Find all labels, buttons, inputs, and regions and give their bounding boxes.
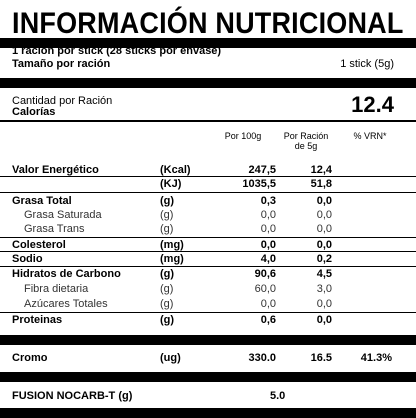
amount-per-serving-label: Cantidad por Ración <box>12 95 113 107</box>
column-header-per-serving-line1: Por Ración <box>283 131 329 141</box>
nutrient-row: Valor Energético (Kcal) 247,5 12,4 <box>0 164 416 179</box>
nutrient-row: Sodio (mg) 4,0 0,2 <box>0 253 416 268</box>
column-header-vrn: % VRN* <box>353 131 387 141</box>
nutrient-per-serving: 0,0 <box>316 314 332 326</box>
nutrient-row: Hidratos de Carbono (g) 90,6 4,5 <box>0 268 416 283</box>
cromo-name: Cromo <box>12 352 48 364</box>
nutrient-unit: (Kcal) <box>160 164 191 176</box>
nutrient-per100: 1035,5 <box>242 178 276 190</box>
nutrient-per-serving: 0,0 <box>316 239 332 251</box>
nutrient-per100: 0,3 <box>260 195 276 207</box>
nutrient-unit: (g) <box>160 283 174 295</box>
cromo-vrn: 41.3% <box>360 352 392 364</box>
row-divider <box>0 312 416 313</box>
nutrient-per100: 0,0 <box>260 223 276 235</box>
nutrient-per-serving: 0,0 <box>316 223 332 235</box>
row-divider <box>0 176 416 177</box>
nutrient-per100: 0,0 <box>260 239 276 251</box>
nutrient-row: Grasa Trans (g) 0,0 0,0 <box>0 223 416 238</box>
nutrient-unit: (KJ) <box>160 178 182 190</box>
nutrient-per100: 247,5 <box>248 164 276 176</box>
cromo-unit: (ug) <box>160 352 181 364</box>
nutrient-unit: (g) <box>160 223 174 235</box>
nutrient-per100: 0,0 <box>260 298 276 310</box>
fusion-name: FUSION NOCARB-T (g) <box>12 390 133 402</box>
nutrient-per100: 90,6 <box>254 268 276 280</box>
nutrient-name: Azúcares Totales <box>24 298 108 310</box>
nutrient-unit: (g) <box>160 298 174 310</box>
servings-per-container: 1 ración por stick (28 sticks por envase… <box>12 45 222 57</box>
nutrient-row: Fibra dietaria (g) 60,0 3,0 <box>0 283 416 298</box>
nutrient-row: (KJ) 1035,5 51,8 <box>0 178 416 193</box>
nutrient-name: Hidratos de Carbono <box>12 268 121 280</box>
nutrient-row: Proteinas (g) 0,6 0,0 <box>0 314 416 329</box>
calories-value: 12.4 <box>351 92 394 117</box>
nutrient-row: Grasa Total (g) 0,3 0,0 <box>0 195 416 210</box>
nutrient-unit: (mg) <box>160 253 184 265</box>
nutrient-name: Grasa Total <box>12 195 72 207</box>
nutrient-name: Valor Energético <box>12 164 99 176</box>
nutrient-unit: (g) <box>160 195 175 207</box>
row-divider <box>0 251 416 252</box>
nutrient-per-serving: 0,0 <box>316 195 332 207</box>
column-header-per-serving-line2: de 5g <box>294 141 318 151</box>
label-title: INFORMACIÓN NUTRICIONAL <box>12 7 404 40</box>
nutrient-per-serving: 12,4 <box>310 164 332 176</box>
fusion-value: 5.0 <box>270 390 286 402</box>
nutrient-per100: 0,6 <box>260 314 276 326</box>
nutrient-per-serving: 0,0 <box>316 298 332 310</box>
divider-thick <box>0 335 416 345</box>
nutrient-per100: 0,0 <box>260 209 276 221</box>
divider-thick <box>0 38 416 48</box>
cromo-per-serving: 16.5 <box>310 352 332 364</box>
nutrient-per-serving: 0,2 <box>316 253 332 265</box>
nutrient-per100: 4,0 <box>260 253 276 265</box>
nutrient-row: Colesterol (mg) 0,0 0,0 <box>0 239 416 254</box>
divider-thick <box>0 78 416 88</box>
column-header-per-serving: Por Ración de 5g <box>278 131 334 151</box>
serving-size-value: 1 stick (5g) <box>340 58 394 70</box>
row-divider <box>0 266 416 267</box>
nutrient-row: Azúcares Totales (g) 0,0 0,0 <box>0 298 416 313</box>
divider-thick <box>0 408 416 418</box>
nutrient-name: Grasa Trans <box>24 223 85 235</box>
nutrient-per-serving: 3,0 <box>316 283 332 295</box>
nutrient-per-serving: 51,8 <box>310 178 332 190</box>
nutrient-name: Colesterol <box>12 239 66 251</box>
nutrient-unit: (g) <box>160 268 175 280</box>
divider <box>0 120 416 122</box>
cromo-per100: 330.0 <box>248 352 276 364</box>
nutrient-per-serving: 0,0 <box>316 209 332 221</box>
nutrient-unit: (g) <box>160 314 175 326</box>
row-divider <box>0 237 416 238</box>
calories-label: Calorías <box>12 106 56 118</box>
nutrient-row: Grasa Saturada (g) 0,0 0,0 <box>0 209 416 224</box>
nutrient-per100: 60,0 <box>254 283 276 295</box>
row-divider <box>0 192 416 193</box>
serving-size-label: Tamaño por ración <box>12 58 111 70</box>
nutrient-name: Grasa Saturada <box>24 209 102 221</box>
nutrient-name: Proteinas <box>12 314 63 326</box>
column-header-per100: Por 100g <box>224 131 262 141</box>
divider-thick <box>0 372 416 382</box>
nutrient-name: Sodio <box>12 253 43 265</box>
nutrient-unit: (mg) <box>160 239 184 251</box>
nutrient-per-serving: 4,5 <box>316 268 332 280</box>
nutrient-name: Fibra dietaria <box>24 283 89 295</box>
nutrient-unit: (g) <box>160 209 174 221</box>
